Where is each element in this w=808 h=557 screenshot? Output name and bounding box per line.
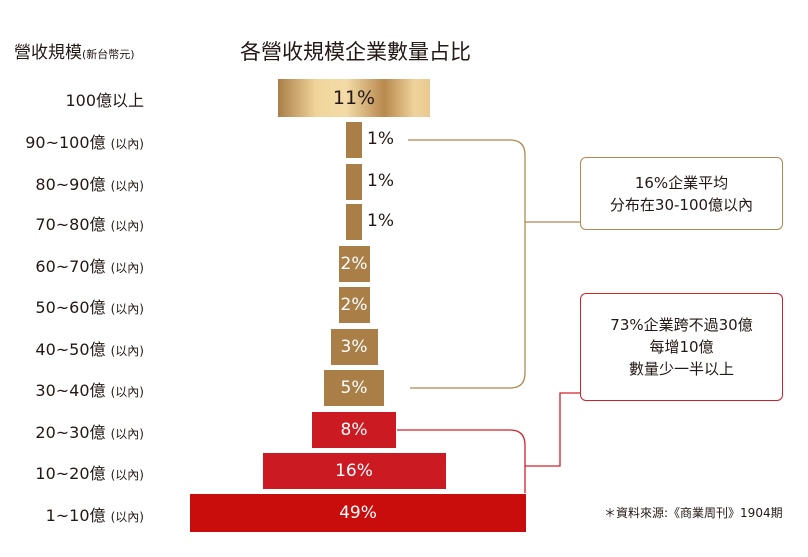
- category-main: 60~70億: [35, 257, 106, 276]
- bar-value-label: 11%: [332, 87, 376, 109]
- category-label: 1~10億 (以內): [46, 502, 144, 526]
- category-main: 10~20億: [35, 464, 106, 483]
- category-label: 20~30億 (以內): [35, 419, 144, 443]
- annotation-line: 數量少一半以上: [628, 360, 734, 378]
- bracket-gold: [408, 139, 580, 389]
- annotation-box-red: 73%企業跨不過30億 每增10億 數量少一半以上: [580, 293, 783, 401]
- bar: 2%: [338, 246, 370, 282]
- bar-value-label: 1%: [367, 211, 394, 231]
- bar-value-label: 1%: [367, 171, 394, 191]
- y-axis-label: 營收規模(新台幣元): [14, 38, 135, 63]
- category-sub: (以內): [110, 179, 144, 193]
- category-sub: (以內): [110, 344, 144, 358]
- category-label: 100億以上: [65, 87, 144, 111]
- category-main: 50~60億: [35, 298, 106, 317]
- bar-value-label: 2%: [340, 295, 368, 315]
- category-sub: (以內): [110, 427, 144, 441]
- bar-value-label: 8%: [340, 420, 368, 440]
- bar-value-label: 2%: [340, 254, 368, 274]
- bar: 8%: [312, 412, 396, 448]
- category-main: 1~10億: [45, 506, 106, 525]
- bar: 3%: [330, 329, 378, 365]
- category-label: 70~80億 (以內): [35, 211, 144, 235]
- category-sub: (以內): [110, 468, 144, 482]
- annotation-line: 每增10億: [649, 338, 714, 356]
- category-main: 20~30億: [35, 423, 106, 442]
- bar: 1%: [346, 204, 394, 240]
- category-label: 40~50億 (以內): [35, 336, 144, 360]
- bar: 5%: [324, 370, 384, 406]
- bar: 2%: [338, 287, 370, 323]
- category-label: 80~90億 (以內): [35, 171, 144, 195]
- annotation-line: 73%企業跨不過30億: [610, 316, 753, 334]
- bar-value-label: 49%: [339, 503, 377, 523]
- annotation-box-gold: 16%企業平均 分布在30-100億以內: [580, 157, 783, 230]
- bar-value-label: 3%: [340, 337, 368, 357]
- category-label: 60~70億 (以內): [35, 253, 144, 277]
- category-main: 100億以上: [65, 91, 144, 110]
- category-main: 80~90億: [35, 175, 106, 194]
- bar-value-label: 5%: [340, 378, 368, 398]
- category-label: 50~60億 (以內): [35, 294, 144, 318]
- bracket-red: [397, 392, 580, 493]
- category-sub: (以內): [110, 510, 144, 524]
- category-main: 40~50億: [35, 340, 106, 359]
- bar: 49%: [190, 494, 526, 532]
- category-label: 10~20億 (以內): [35, 460, 144, 484]
- bar: 16%: [262, 453, 446, 489]
- bar: 1%: [346, 164, 394, 200]
- chart-title: 各營收規模企業數量占比: [240, 40, 471, 64]
- category-main: 90~100億: [25, 133, 106, 152]
- category-sub: (以內): [110, 261, 144, 275]
- bar: 1%: [346, 122, 394, 158]
- y-axis-label-unit: (新台幣元): [82, 48, 135, 61]
- bar-value-label: 16%: [335, 461, 373, 481]
- bar-value-label: 1%: [367, 129, 394, 149]
- category-sub: (以內): [110, 302, 144, 316]
- category-label: 30~40億 (以內): [35, 377, 144, 401]
- category-sub: (以內): [110, 137, 144, 151]
- category-sub: (以內): [110, 385, 144, 399]
- category-main: 70~80億: [35, 215, 106, 234]
- category-main: 30~40億: [35, 381, 106, 400]
- source-note: ＊資料來源:《商業周刊》1904期: [604, 506, 783, 520]
- annotation-line: 分布在30-100億以內: [609, 195, 754, 214]
- annotation-line: 16%企業平均: [634, 173, 729, 192]
- category-label: 90~100億 (以內): [25, 129, 144, 153]
- y-axis-label-main: 營收規模: [14, 43, 82, 63]
- bar: 11%: [278, 79, 430, 117]
- category-sub: (以內): [110, 219, 144, 233]
